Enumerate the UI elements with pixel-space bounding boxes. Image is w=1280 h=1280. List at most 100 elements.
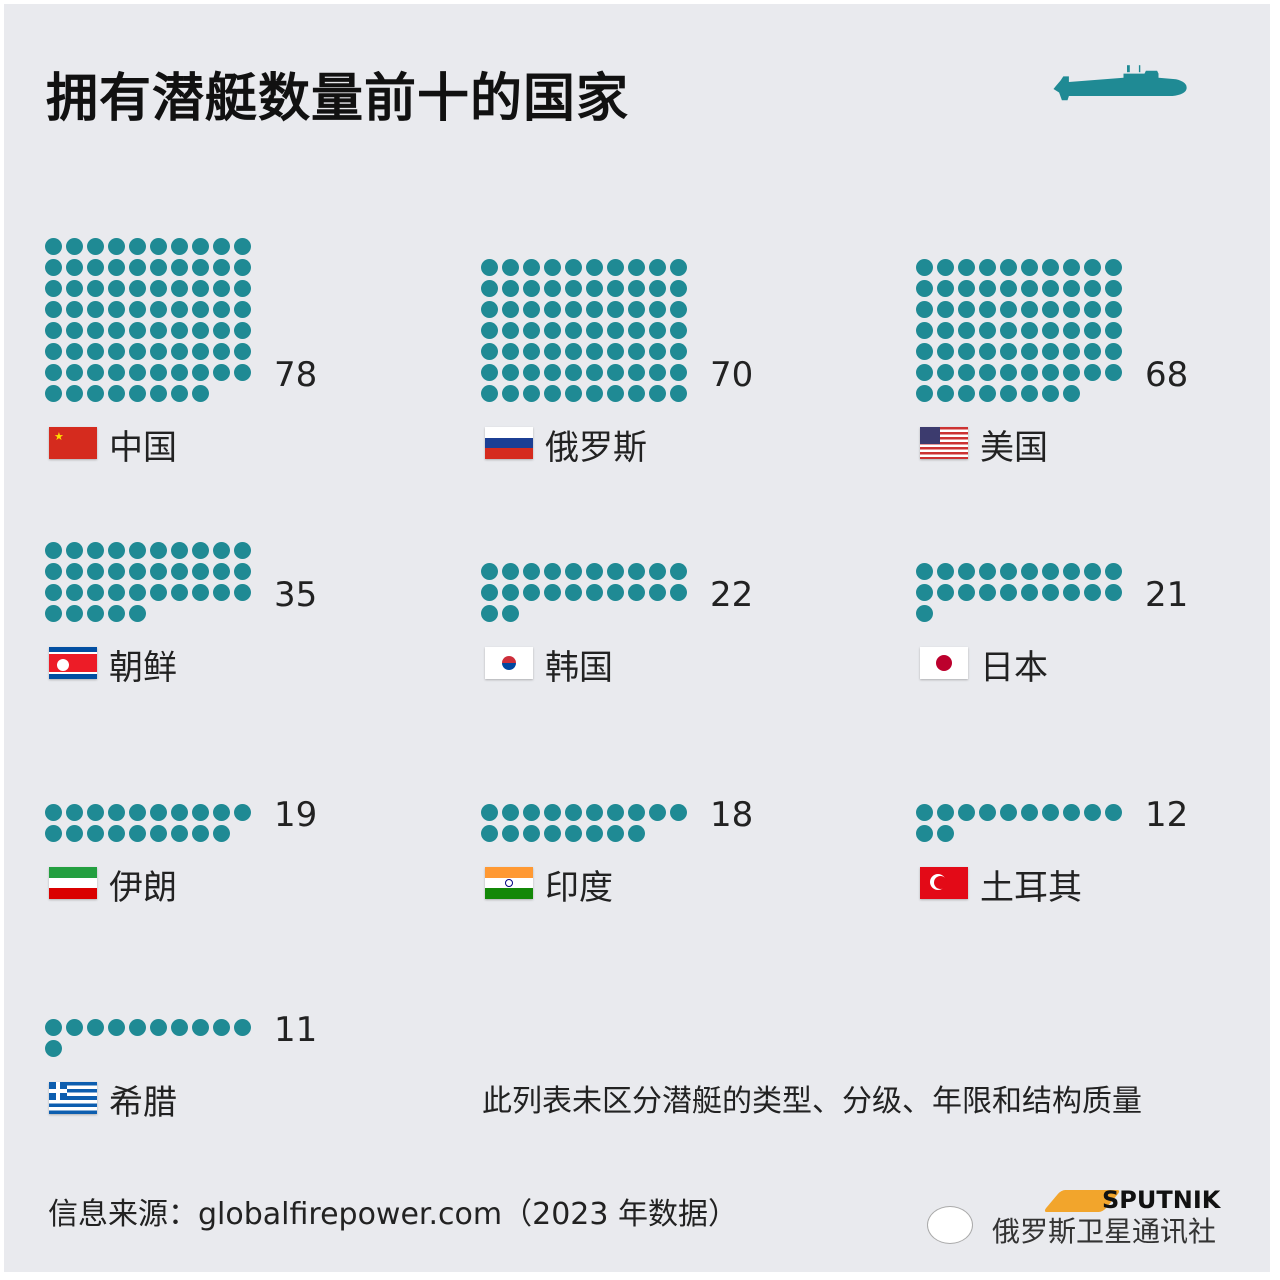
submarine-dot (979, 259, 996, 276)
submarine-dot (1063, 364, 1080, 381)
submarine-dot (108, 280, 125, 297)
submarine-dot (523, 301, 540, 318)
submarine-dot (979, 322, 996, 339)
infographic-card: 拥有潜艇数量前十的国家 78 ★ 中国 70 俄罗斯 68 美国 35 朝鲜 22 韩国 21 日本 19… (4, 4, 1270, 1272)
submarine-dot (523, 385, 540, 402)
submarine-dot (1042, 563, 1059, 580)
submarine-dot (937, 804, 954, 821)
page-title: 拥有潜艇数量前十的国家 (46, 69, 630, 129)
submarine-dot (586, 364, 603, 381)
submarine-dot (1105, 804, 1122, 821)
submarine-dot (213, 364, 230, 381)
submarine-dot (544, 280, 561, 297)
submarine-dot (670, 259, 687, 276)
submarine-dot (916, 343, 933, 360)
submarine-dot (565, 343, 582, 360)
submarine-dot (502, 322, 519, 339)
submarine-dot (66, 542, 83, 559)
submarine-dot (171, 563, 188, 580)
submarine-dot (66, 280, 83, 297)
submarine-dot (607, 259, 624, 276)
submarine-dot (213, 563, 230, 580)
submarine-dot (171, 825, 188, 842)
submarine-dot (108, 343, 125, 360)
submarine-dot (670, 322, 687, 339)
submarine-dot (1063, 322, 1080, 339)
submarine-dot (45, 605, 62, 622)
submarine-dot (628, 385, 645, 402)
submarine-dot (234, 280, 251, 297)
submarine-dot (171, 343, 188, 360)
value-label: 70 (710, 355, 754, 395)
submarine-dot (129, 385, 146, 402)
submarine-dot (150, 259, 167, 276)
submarine-dot (1042, 322, 1059, 339)
turkey-flag-icon (920, 867, 968, 899)
submarine-dot (649, 322, 666, 339)
submarine-dot (129, 322, 146, 339)
submarine-dot (213, 301, 230, 318)
submarine-dot (150, 804, 167, 821)
submarine-dot (129, 804, 146, 821)
submarine-dot (586, 563, 603, 580)
submarine-dot (45, 280, 62, 297)
value-label: 22 (710, 575, 754, 615)
submarine-dot (129, 584, 146, 601)
submarine-dot (586, 804, 603, 821)
submarine-dot (129, 1019, 146, 1036)
submarine-dot (1105, 259, 1122, 276)
submarine-dot (150, 322, 167, 339)
sputnik-logo: SPUTNIK 俄罗斯卫星通讯社 (922, 1184, 1252, 1254)
submarine-dot (481, 301, 498, 318)
disclaimer-note: 此列表未区分潜艇的类型、分级、年限和结构质量 (482, 1084, 1142, 1119)
submarine-dot (1021, 280, 1038, 297)
submarine-dot (192, 280, 209, 297)
submarine-dot (87, 259, 104, 276)
submarine-dot (958, 343, 975, 360)
submarine-dot (544, 584, 561, 601)
submarine-dot (670, 385, 687, 402)
submarine-dot (481, 605, 498, 622)
submarine-dot (523, 280, 540, 297)
submarine-dot (213, 322, 230, 339)
submarine-dot (129, 605, 146, 622)
submarine-dot (1084, 301, 1101, 318)
submarine-dot (1021, 385, 1038, 402)
submarine-dot (979, 385, 996, 402)
submarine-dot (523, 825, 540, 842)
submarine-dot (192, 1019, 209, 1036)
value-label: 68 (1145, 355, 1189, 395)
submarine-dot (916, 322, 933, 339)
submarine-dot (1063, 385, 1080, 402)
submarine-dot (66, 238, 83, 255)
submarine-dot (108, 385, 125, 402)
submarine-dot (1000, 301, 1017, 318)
submarine-dot (649, 804, 666, 821)
submarine-dot (649, 364, 666, 381)
submarine-dot (171, 804, 188, 821)
submarine-dot (544, 343, 561, 360)
submarine-dot (66, 1019, 83, 1036)
value-label: 21 (1145, 575, 1189, 615)
submarine-dot (150, 343, 167, 360)
submarine-dot (150, 301, 167, 318)
india-flag-icon (485, 867, 533, 899)
submarine-dot (234, 259, 251, 276)
value-label: 18 (710, 795, 754, 835)
submarine-dot (502, 343, 519, 360)
submarine-dot (607, 280, 624, 297)
submarine-dot (108, 259, 125, 276)
submarine-dot (916, 301, 933, 318)
submarine-dot (1105, 301, 1122, 318)
submarine-dot (502, 804, 519, 821)
submarine-dot (649, 563, 666, 580)
submarine-dot (502, 605, 519, 622)
submarine-dot (958, 322, 975, 339)
submarine-dot (108, 563, 125, 580)
wechat-icon (927, 1206, 973, 1244)
submarine-dot (607, 301, 624, 318)
submarine-dot (1042, 385, 1059, 402)
submarine-dot (1021, 322, 1038, 339)
submarine-dot (171, 238, 188, 255)
country-name: 日本 (980, 648, 1048, 688)
